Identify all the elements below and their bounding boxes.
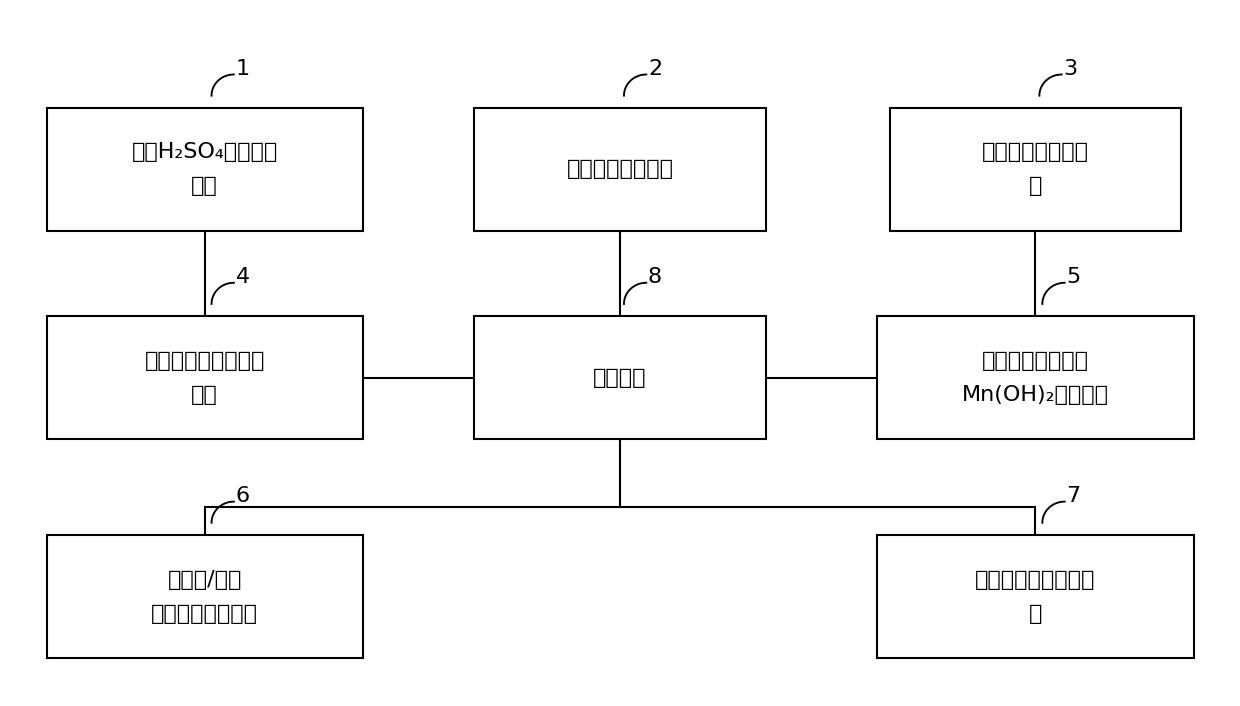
Bar <box>474 316 765 439</box>
Text: 4: 4 <box>236 267 249 287</box>
Text: 系统: 系统 <box>191 176 218 196</box>
Text: 废水中酸、碱中和系: 废水中酸、碱中和系 <box>975 570 1096 590</box>
Text: 统: 统 <box>1029 176 1042 196</box>
Bar <box>890 108 1180 232</box>
Bar <box>474 108 765 232</box>
Text: 8: 8 <box>649 267 662 287</box>
Text: 6: 6 <box>236 486 249 506</box>
Text: Mn(OH)₂除去系统: Mn(OH)₂除去系统 <box>962 385 1109 405</box>
Text: 混合H₂SO₄溶液制备: 混合H₂SO₄溶液制备 <box>131 143 278 162</box>
Text: 统: 统 <box>1029 604 1042 623</box>
Text: 3: 3 <box>1064 59 1078 79</box>
Text: 2: 2 <box>649 59 662 79</box>
Text: 1: 1 <box>236 59 249 79</box>
Text: 凹土表面游离态的: 凹土表面游离态的 <box>982 351 1089 371</box>
Bar <box>47 535 362 658</box>
Text: 7: 7 <box>1066 486 1080 506</box>
Text: 分散的凹土获得系: 分散的凹土获得系 <box>982 143 1089 162</box>
Text: 系统: 系统 <box>191 385 218 405</box>
Text: 凹土孔道内表面分散: 凹土孔道内表面分散 <box>144 351 265 371</box>
Bar <box>878 535 1193 658</box>
Bar <box>47 108 362 232</box>
Text: 控制系统: 控制系统 <box>593 368 647 388</box>
Bar <box>878 316 1193 439</box>
Text: 烘干研磨过筛系统: 烘干研磨过筛系统 <box>567 160 673 179</box>
Text: 氧化锰/凹土: 氧化锰/凹土 <box>167 570 242 590</box>
Bar <box>47 316 362 439</box>
Text: 复合材料制得系统: 复合材料制得系统 <box>151 604 258 623</box>
Text: 5: 5 <box>1066 267 1080 287</box>
